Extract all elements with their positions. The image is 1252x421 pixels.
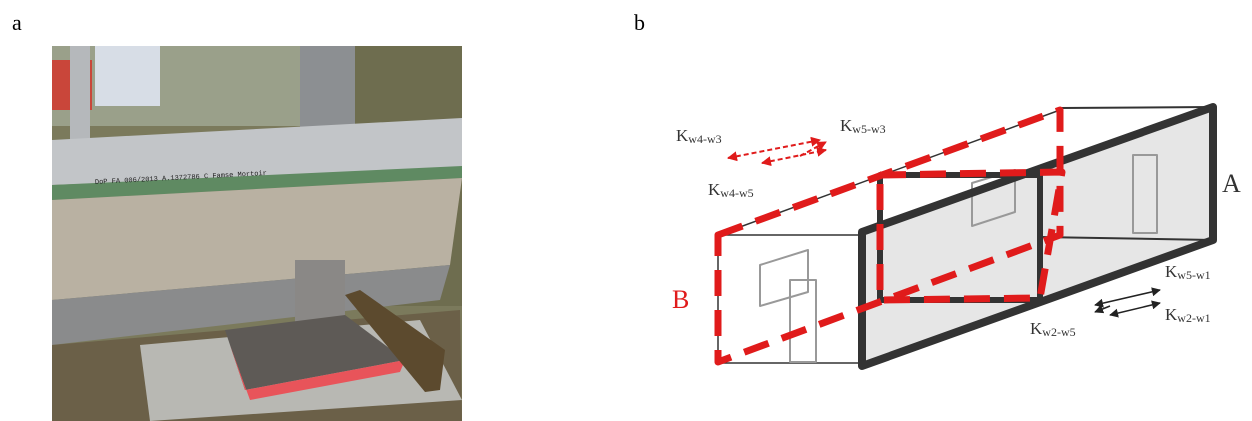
panel-label: b [634, 10, 645, 35]
label-base: K [676, 126, 689, 145]
label-sub: w2-w1 [1177, 311, 1210, 325]
label-base: K [840, 116, 853, 135]
label-sub: w2-w5 [1042, 325, 1075, 339]
panel-label: a [12, 10, 22, 35]
coupling-label: Kw2-w5 [1030, 319, 1076, 339]
label-base: K [708, 180, 721, 199]
diagram [714, 103, 1217, 370]
label-base: K [1165, 262, 1178, 281]
coupling-label: Kw5-w1 [1165, 262, 1211, 282]
label-base: K [1030, 319, 1043, 338]
room-label: A [1222, 169, 1241, 198]
coupling-label: Kw4-w3 [676, 126, 722, 146]
label-sub: w5-w3 [852, 122, 885, 136]
coupling-label: Kw4-w5 [708, 180, 754, 200]
label-sub: w4-w5 [720, 186, 753, 200]
label-sub: w5-w1 [1177, 268, 1210, 282]
coupling-label: Kw2-w1 [1165, 305, 1211, 325]
coupling-label: Kw5-w3 [840, 116, 886, 136]
room-label: B [672, 285, 689, 314]
label-sub: w4-w3 [688, 132, 721, 146]
label-base: K [1165, 305, 1178, 324]
photo: DoP FA 006/2013 A.1372786 C Famse Mortoi… [52, 46, 462, 421]
